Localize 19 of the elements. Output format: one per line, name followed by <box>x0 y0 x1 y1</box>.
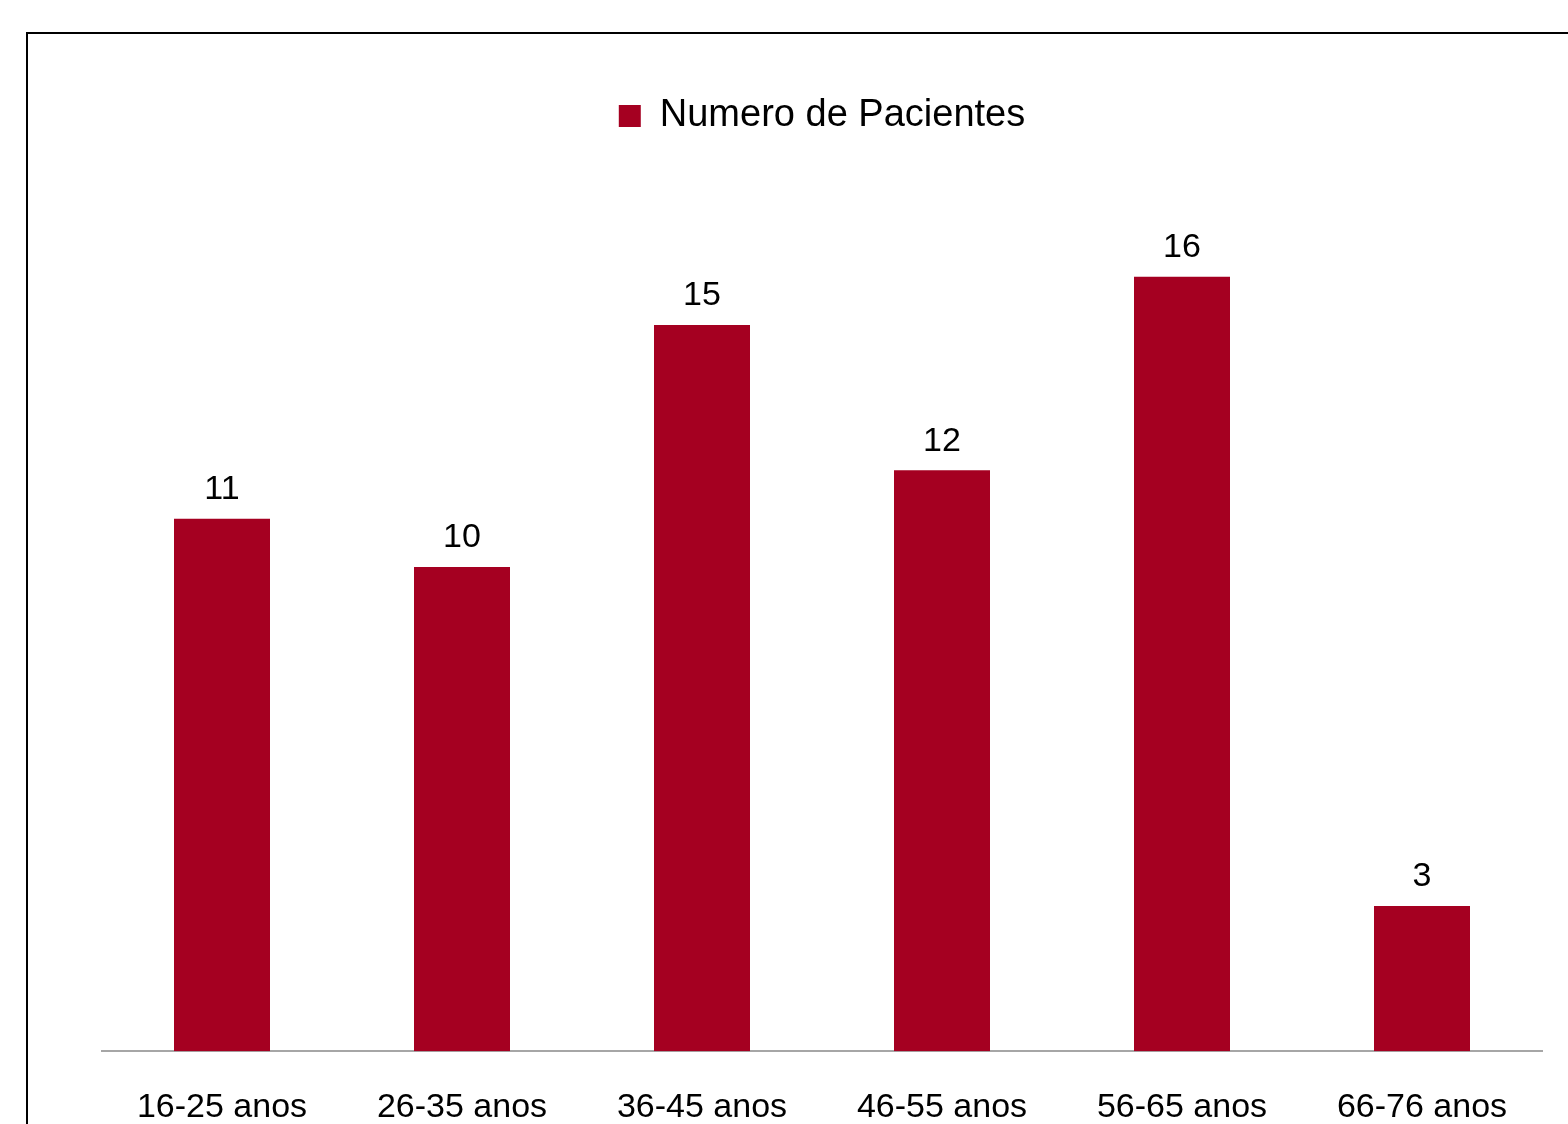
data-label: 12 <box>923 419 961 458</box>
bar <box>894 470 990 1052</box>
data-label: 3 <box>1412 855 1432 894</box>
x-tick-label: 66-76 anos <box>1336 1085 1508 1124</box>
bar <box>1134 276 1230 1052</box>
x-tick-label: 16-25 anos <box>136 1085 308 1124</box>
x-tick-label: 56-65 anos <box>1096 1085 1268 1124</box>
legend-label: Numero de Pacientes <box>659 92 1026 135</box>
x-tick-label: 46-55 anos <box>856 1085 1028 1124</box>
bar <box>654 325 750 1052</box>
data-label: 15 <box>683 274 721 313</box>
bar <box>174 518 270 1052</box>
data-label: 11 <box>204 468 240 507</box>
x-tick-label: 36-45 anos <box>616 1085 788 1124</box>
x-tick-label: 26-35 anos <box>376 1085 548 1124</box>
data-label: 16 <box>1163 226 1201 265</box>
data-label: 10 <box>443 516 481 555</box>
bar <box>414 567 510 1052</box>
bar <box>1374 905 1470 1052</box>
